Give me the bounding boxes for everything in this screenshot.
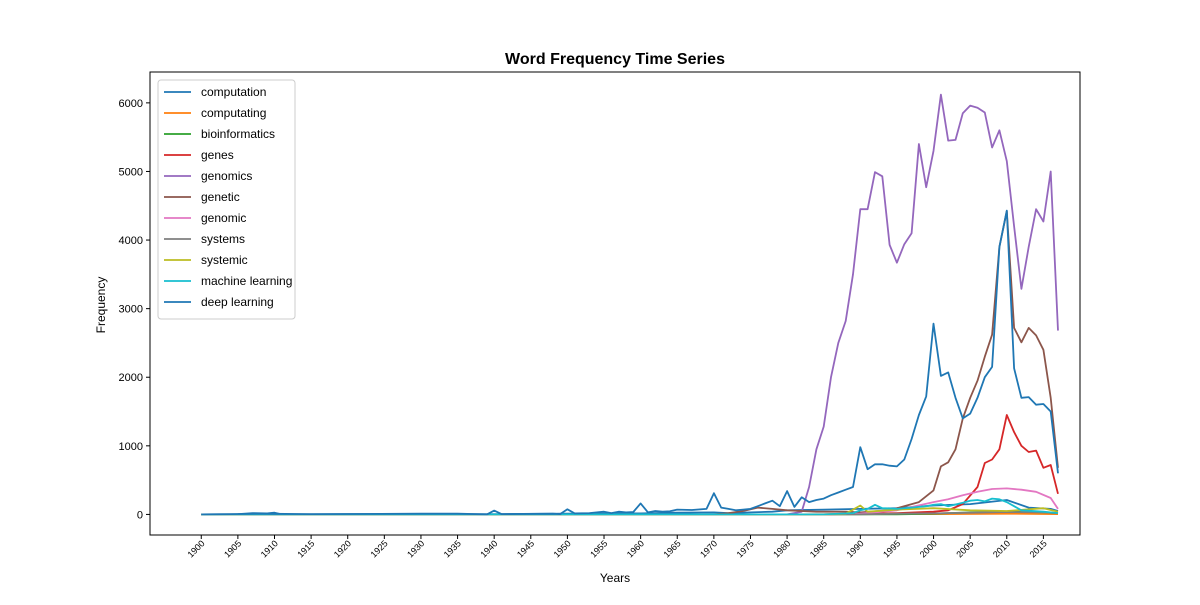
legend-label: machine learning <box>201 274 292 288</box>
y-tick-label: 2000 <box>119 372 143 384</box>
legend-box <box>157 79 296 320</box>
legend-label: genomic <box>201 211 246 225</box>
legend-label: genomics <box>201 169 252 183</box>
legend-label: bioinformatics <box>201 127 275 141</box>
series-line-genomic <box>201 487 1059 516</box>
y-tick-label: 4000 <box>119 235 143 247</box>
series-line-deep-learning <box>201 209 1059 516</box>
plot-area <box>149 71 1081 536</box>
y-tick-label: 0 <box>137 509 143 521</box>
y-axis-label: Frequency <box>94 277 108 334</box>
legend-label: computating <box>201 106 266 120</box>
series-line-genetic <box>201 210 1059 516</box>
legend-label: deep learning <box>201 295 274 309</box>
chart-title: Word Frequency Time Series <box>505 51 725 68</box>
y-tick-label: 3000 <box>119 304 143 316</box>
y-tick-label: 5000 <box>119 166 143 178</box>
x-axis-label: Years <box>600 571 630 585</box>
series-line-systems <box>201 511 1059 516</box>
legend-label: genes <box>201 148 234 162</box>
series-lines <box>201 93 1059 516</box>
series-line-machine-learning <box>201 497 1059 516</box>
legend-label: systemic <box>201 253 248 267</box>
y-tick-label: 6000 <box>119 98 143 110</box>
plot-frame <box>149 71 1081 536</box>
series-line-genomics <box>201 93 1059 516</box>
legend: computation computating bioinformatics gene… <box>157 79 296 320</box>
y-tick-label: 1000 <box>119 441 143 453</box>
legend-label: genetic <box>201 190 240 204</box>
legend-label: systems <box>201 232 245 246</box>
y-axis-ticks: 0 1000 2000 3000 4000 5000 6000 <box>119 98 150 521</box>
legend-label: computation <box>201 85 266 99</box>
